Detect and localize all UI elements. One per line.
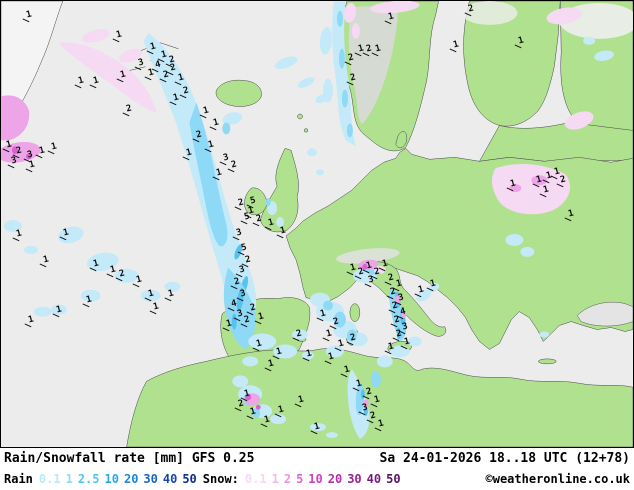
legend-title: Rain/Snowfall rate [mm] GFS 0.25	[4, 450, 255, 466]
scale-value: 1	[65, 472, 73, 486]
scale-value: 10	[104, 472, 119, 486]
scale-value: 0.1	[244, 472, 267, 486]
scale-value: 40	[366, 472, 382, 486]
land-russia-connector	[479, 122, 633, 162]
legend-datetime: Sa 24-01-2026 18..18 UTC (12+78)	[379, 450, 630, 466]
legend-bar: Rain/Snowfall rate [mm] GFS 0.25 Sa 24-0…	[0, 448, 634, 490]
rain-scale: 0.1 1 2.5 10 20 30 40 50	[39, 472, 197, 486]
russia-snow-ground-2	[461, 1, 518, 25]
scale-value: 5	[296, 472, 304, 486]
black-sea	[576, 301, 633, 327]
scale-value: 30	[143, 472, 158, 486]
rain-scale-label: Rain	[4, 472, 33, 486]
snow-scale-label: Snow:	[202, 472, 239, 486]
scale-value: 20	[123, 472, 139, 486]
land-crete	[538, 358, 557, 365]
land-faroe	[297, 113, 303, 120]
norway-mountains	[348, 4, 398, 125]
scale-value: 50	[182, 472, 197, 486]
scale-value: 1	[271, 472, 279, 486]
snow-layer	[1, 1, 594, 410]
land-italy	[361, 261, 447, 337]
scale-value: 2	[283, 472, 292, 486]
land-ireland	[244, 187, 268, 216]
rain-layer	[3, 1, 614, 440]
europe-precip-map	[1, 1, 633, 447]
copyright-text: ©weatheronline.co.uk	[485, 472, 631, 486]
alps-terrain	[336, 248, 400, 264]
scale-value: 2.5	[77, 472, 100, 486]
legend-row-title: Rain/Snowfall rate [mm] GFS 0.25 Sa 24-0…	[4, 448, 630, 468]
scale-value: 50	[386, 472, 401, 486]
scale-value: 10	[308, 472, 323, 486]
land-shetland	[303, 128, 309, 133]
scale-value: 20	[327, 472, 343, 486]
legend-row-scales: Rain 0.1 1 2.5 10 20 30 40 50 Snow: 0.1 1 2 5 10 20 3…	[4, 468, 630, 490]
snow-scale: 0.1 1 2 5 10 20 30 40 50	[245, 472, 401, 486]
scale-value: 30	[347, 472, 362, 486]
land-iceland	[215, 79, 262, 107]
land-denmark	[395, 131, 408, 149]
scale-value: 0.1	[38, 472, 61, 486]
land-corsica	[349, 303, 361, 322]
scale-value: 40	[162, 472, 178, 486]
